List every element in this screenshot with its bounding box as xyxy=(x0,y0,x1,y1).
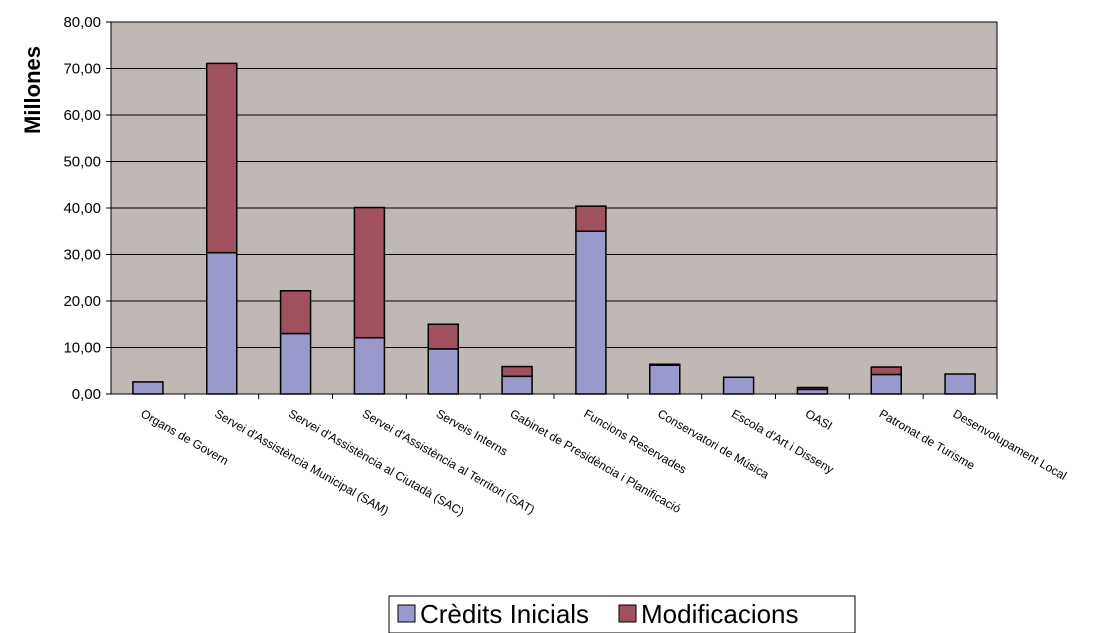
bar-segment-modificacions xyxy=(796,386,829,391)
bars xyxy=(132,62,976,395)
bar-segment-modificacions xyxy=(649,363,681,366)
bar-segment-modificacions xyxy=(353,206,386,339)
y-tick-label: 0,00 xyxy=(72,386,101,403)
bar-segment-modificacions xyxy=(427,323,459,350)
bar-segment-creditos-inicials xyxy=(132,381,164,395)
bar-segment-creditos-inicials xyxy=(206,251,238,395)
bar-segment-creditos-inicials xyxy=(944,373,976,395)
y-tick-label: 50,00 xyxy=(63,154,101,171)
bar-segment-modificacions xyxy=(279,290,312,335)
bar-segment-modificacions xyxy=(575,205,607,232)
bar-segment-creditos-inicials xyxy=(279,332,312,395)
y-axis-title: Millones xyxy=(20,46,45,134)
bar-segment-creditos-inicials xyxy=(501,375,533,395)
y-tick-label: 40,00 xyxy=(63,200,101,217)
legend-swatch-modificacions xyxy=(618,604,637,623)
bar-segment-modificacions xyxy=(870,366,902,376)
y-tick-label: 60,00 xyxy=(63,107,101,124)
bar-segment-creditos-inicials xyxy=(870,373,902,395)
bar-segment-creditos-inicials xyxy=(575,230,607,395)
bar-segment-creditos-inicials xyxy=(722,376,755,395)
gridlines xyxy=(111,21,997,348)
legend: Crèdits Inicials Modificacions xyxy=(388,595,856,633)
x-tick-label: OASI xyxy=(803,406,835,432)
legend-swatch-creditos-inicials xyxy=(397,604,416,623)
bar-segment-modificacions xyxy=(501,365,533,378)
y-tick-label: 10,00 xyxy=(63,340,101,357)
y-tick-label: 20,00 xyxy=(63,293,101,310)
x-tick-label: Desenvolupament Local xyxy=(951,406,1070,482)
y-tick-label: 30,00 xyxy=(63,247,101,264)
bar-segment-creditos-inicials xyxy=(427,348,459,395)
bar-segment-creditos-inicials xyxy=(649,364,681,395)
bar-segment-modificacions xyxy=(206,62,238,254)
bar-segment-creditos-inicials xyxy=(353,336,386,395)
legend-label-modificacions: Modificacions xyxy=(641,599,799,629)
legend-label-creditos-inicials: Crèdits Inicials xyxy=(420,599,589,629)
y-tick-label: 70,00 xyxy=(63,61,101,78)
y-tick-label: 80,00 xyxy=(63,14,101,31)
y-tick-labels: 0,00 10,00 20,00 30,00 40,00 50,00 60,00 70,00 8… xyxy=(63,14,111,403)
